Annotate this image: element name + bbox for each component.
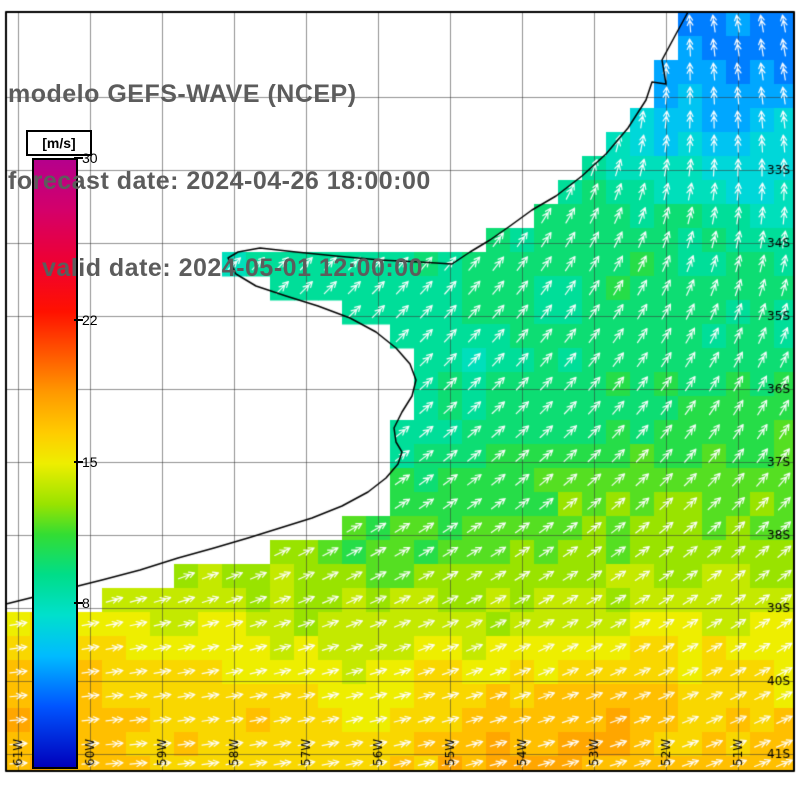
model-title: modelo GEFS-WAVE (NCEP) [8,80,357,108]
forecast-date: forecast date: 2024-04-26 18:00:00 [8,167,431,195]
valid-date: valid date: 2024-05-01 12:00:00 [42,254,423,282]
title-block: modelo GEFS-WAVE (NCEP) forecast date: 2… [8,22,431,341]
